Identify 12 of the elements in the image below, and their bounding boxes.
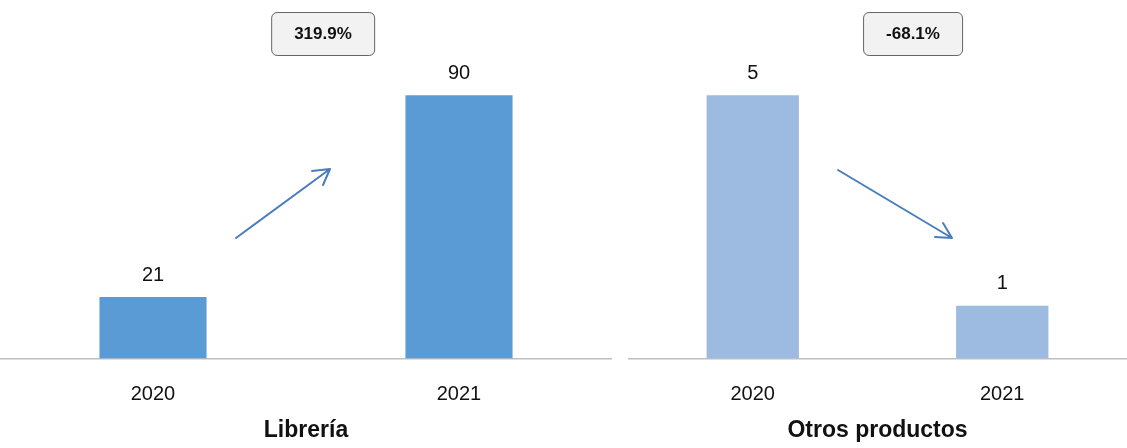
data-label: 1 [996, 271, 1008, 294]
data-label: 90 [447, 60, 471, 83]
x-tick-label: 2020 [730, 381, 775, 404]
x-axis-title: Otros productos [787, 415, 968, 442]
x-tick-label: 2021 [436, 381, 482, 404]
x-tick-label: 2021 [980, 381, 1025, 404]
x-axis-title: Librería [263, 415, 349, 442]
text: -68.1% [863, 12, 963, 56]
data-label: 5 [747, 60, 759, 83]
x-tick-label: 2020 [130, 381, 176, 404]
text: 319.9% [271, 12, 375, 56]
data-label: 21 [141, 262, 165, 285]
